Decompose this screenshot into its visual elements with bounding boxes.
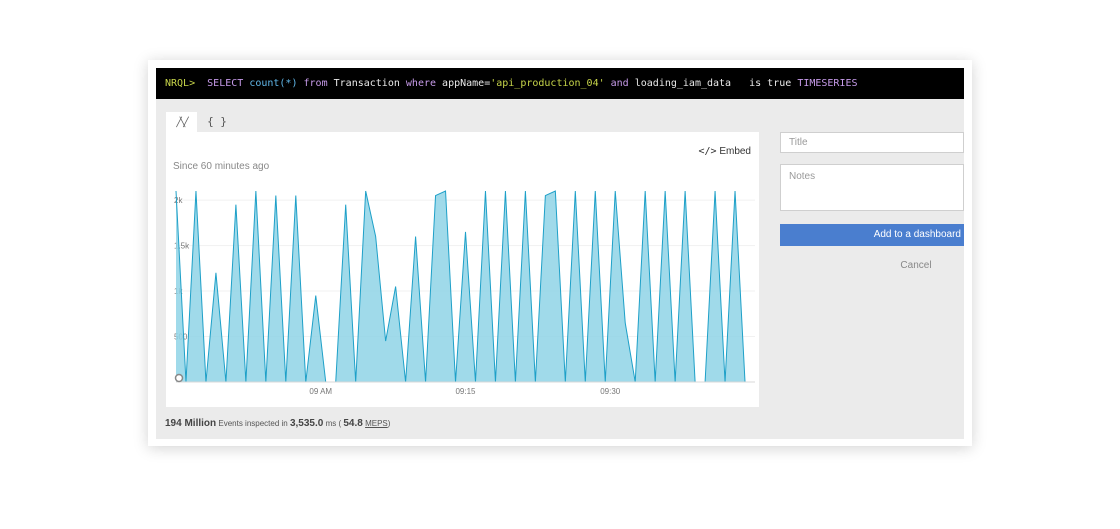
query-value: 'api_production_04' bbox=[490, 78, 605, 89]
query-table: Transaction bbox=[333, 78, 400, 89]
x-tick-label: 09:30 bbox=[600, 387, 621, 396]
code-icon: </> bbox=[698, 146, 717, 157]
tab-chart[interactable]: ╱╲╱ bbox=[166, 112, 197, 132]
events-text: Events inspected in bbox=[218, 419, 288, 428]
y-tick-label: 2k bbox=[174, 196, 183, 205]
duration-unit: ms ( bbox=[325, 419, 342, 428]
meps-label[interactable]: MEPS bbox=[365, 419, 388, 428]
zero-marker bbox=[174, 373, 184, 383]
query-attribute-2: loading_iam_data bbox=[634, 78, 732, 89]
query-and: and bbox=[610, 78, 629, 89]
notes-field[interactable]: Notes bbox=[780, 164, 964, 211]
line-chart-icon: ╱╲╱ bbox=[176, 118, 188, 128]
query-builder-window: NRQL> SELECT count(*) from Transaction w… bbox=[148, 60, 972, 446]
x-tick-label: 09:15 bbox=[455, 387, 476, 396]
add-to-dashboard-button[interactable]: Add to a dashboard bbox=[780, 224, 964, 246]
title-field[interactable]: Title bbox=[780, 132, 964, 153]
y-tick-label: 1.5k bbox=[174, 242, 190, 251]
time-range-label: Since 60 minutes ago bbox=[173, 161, 270, 172]
json-icon: { } bbox=[207, 115, 227, 128]
embed-button[interactable]: </> Embed bbox=[698, 146, 751, 157]
query-function: count(*) bbox=[249, 78, 298, 89]
query-from: from bbox=[303, 78, 328, 89]
series-line bbox=[175, 190, 755, 383]
query-stats: 194 Million Events inspected in 3,535.0 … bbox=[165, 418, 390, 429]
events-count: 194 Million bbox=[165, 418, 217, 429]
cancel-button[interactable]: Cancel bbox=[900, 260, 932, 271]
nrql-query-bar[interactable]: NRQL> SELECT count(*) from Transaction w… bbox=[156, 68, 964, 99]
series-area bbox=[176, 191, 755, 382]
duration-value: 3,535.0 bbox=[289, 418, 324, 429]
query-condition: is true bbox=[749, 78, 792, 89]
stats-close: ) bbox=[387, 419, 391, 428]
query-attribute: appName= bbox=[442, 78, 491, 89]
x-tick-label: 09 AM bbox=[309, 387, 332, 396]
query-select: SELECT bbox=[207, 78, 244, 89]
tab-json[interactable]: { } bbox=[204, 112, 230, 132]
query-where: where bbox=[405, 78, 437, 89]
query-timeseries: TIMESERIES bbox=[797, 78, 858, 89]
meps-value: 54.8 bbox=[343, 418, 363, 429]
embed-label: Embed bbox=[719, 146, 751, 157]
query-prompt: NRQL> bbox=[165, 78, 196, 89]
